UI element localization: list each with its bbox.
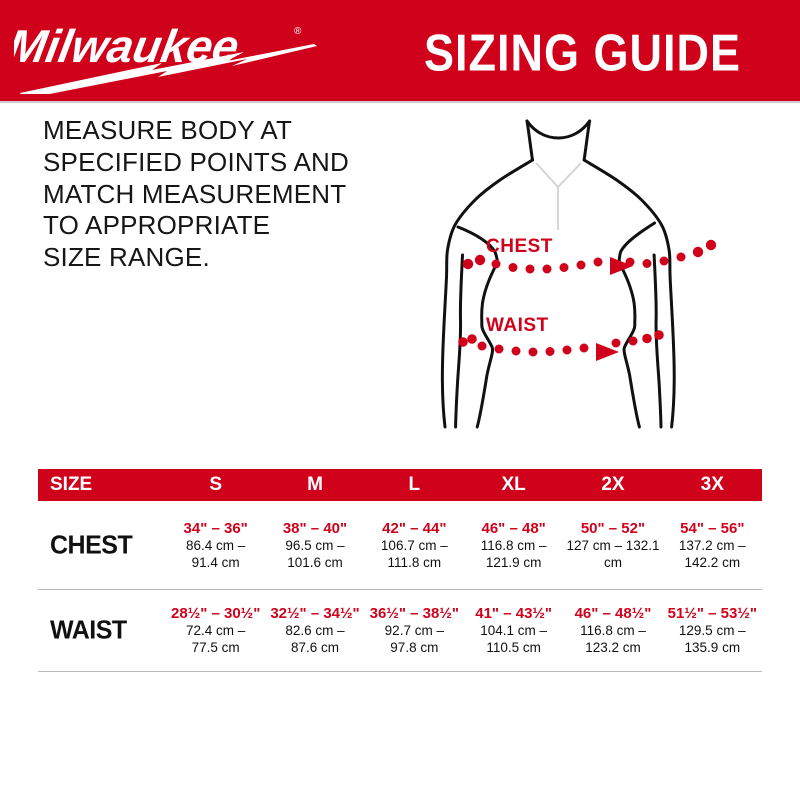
svg-text:®: ® bbox=[294, 26, 302, 37]
svg-text:CHEST: CHEST bbox=[486, 236, 553, 257]
svg-text:WAIST: WAIST bbox=[486, 315, 549, 336]
